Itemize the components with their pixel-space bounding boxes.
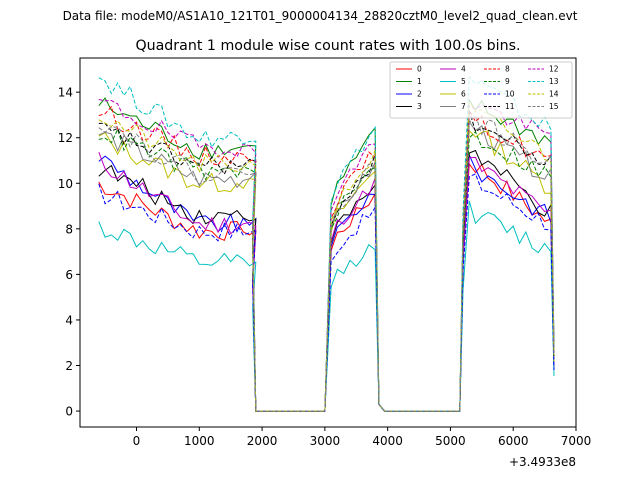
legend-label-6: 6 bbox=[461, 90, 466, 99]
x-tick-label: 7000 bbox=[561, 434, 592, 448]
series-line-11 bbox=[98, 110, 555, 412]
legend-label-1: 1 bbox=[417, 77, 422, 86]
legend-label-10: 10 bbox=[505, 90, 515, 99]
y-tick-label: 8 bbox=[65, 222, 73, 236]
legend-label-5: 5 bbox=[461, 77, 466, 86]
chart-title: Quadrant 1 module wise count rates with … bbox=[135, 38, 520, 54]
x-axis: 0 1000 2000 3000 4000 5000 6000 7000 bbox=[133, 427, 592, 448]
series-line-15 bbox=[98, 114, 555, 412]
suptitle: Data file: modeM0/AS1A10_121T01_90000041… bbox=[63, 9, 578, 23]
x-tick-label: 5000 bbox=[435, 434, 466, 448]
y-tick-label: 0 bbox=[65, 405, 73, 419]
plot-frame bbox=[79, 57, 577, 428]
x-tick-label: 1000 bbox=[184, 434, 215, 448]
legend-label-4: 4 bbox=[461, 65, 466, 74]
legend-label-3: 3 bbox=[417, 102, 422, 111]
legend-label-0: 0 bbox=[417, 65, 422, 74]
legend-label-2: 2 bbox=[417, 90, 422, 99]
legend-label-7: 7 bbox=[461, 102, 466, 111]
legend-label-12: 12 bbox=[549, 65, 559, 74]
legend-label-9: 9 bbox=[505, 77, 510, 86]
legend-label-15: 15 bbox=[549, 102, 559, 111]
x-axis-offset-label: +3.4933e8 bbox=[509, 455, 576, 469]
y-tick-label: 4 bbox=[65, 313, 73, 327]
x-tick-label: 4000 bbox=[372, 434, 403, 448]
x-tick-label: 3000 bbox=[310, 434, 341, 448]
y-tick-label: 6 bbox=[65, 268, 73, 282]
y-tick-label: 12 bbox=[58, 131, 73, 145]
y-axis: 0 2 4 6 8 10 12 14 bbox=[58, 86, 80, 419]
x-tick-label: 0 bbox=[133, 434, 141, 448]
legend-label-11: 11 bbox=[505, 102, 515, 111]
x-tick-label: 6000 bbox=[498, 434, 529, 448]
series-lines bbox=[98, 75, 555, 412]
x-tick-label: 2000 bbox=[247, 434, 278, 448]
y-tick-label: 14 bbox=[58, 86, 73, 100]
y-tick-label: 2 bbox=[65, 359, 73, 373]
legend-label-13: 13 bbox=[549, 77, 559, 86]
y-tick-label: 10 bbox=[58, 177, 73, 191]
legend-frame bbox=[389, 61, 573, 119]
legend-label-14: 14 bbox=[549, 90, 559, 99]
legend-label-8: 8 bbox=[505, 65, 510, 74]
